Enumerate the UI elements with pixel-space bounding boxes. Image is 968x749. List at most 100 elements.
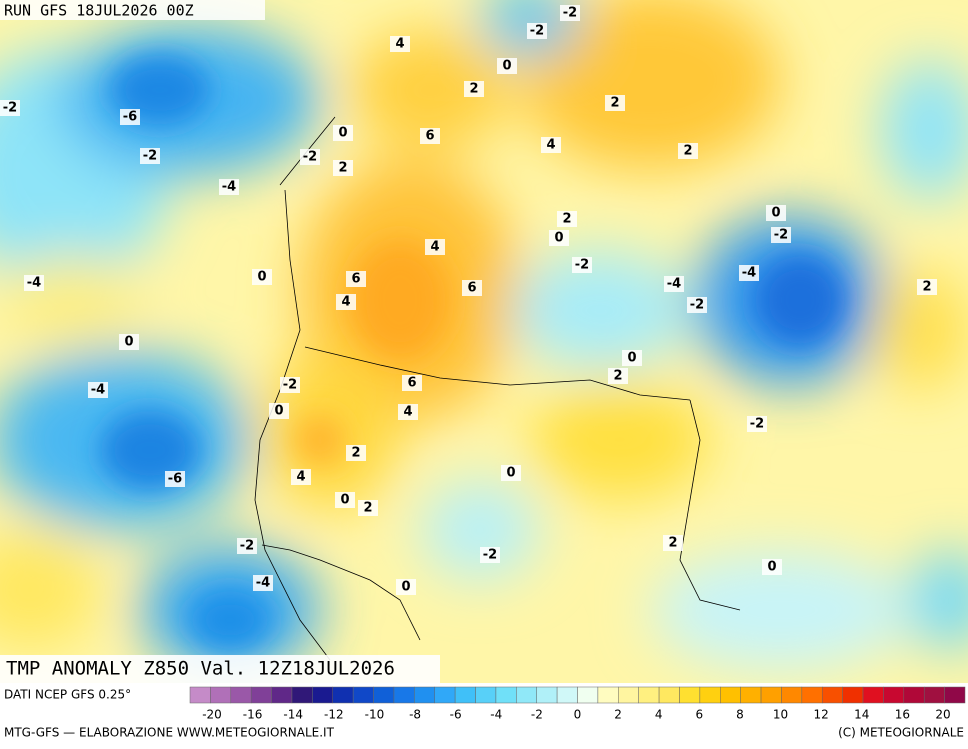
- label-bg: [88, 382, 108, 398]
- colorbar-swatch: [373, 686, 395, 704]
- colorbar-swatch: [291, 686, 313, 704]
- label-bg: [291, 469, 311, 485]
- colorbar-swatch: [189, 686, 211, 704]
- label-bg: [402, 375, 422, 391]
- label-bg: [462, 280, 482, 296]
- contour-label: -4: [91, 383, 105, 398]
- colorbar-swatch: [740, 686, 762, 704]
- label-bg: [237, 538, 257, 554]
- label-bg: [497, 58, 517, 74]
- colorbar-label: 10: [773, 708, 788, 722]
- copyright: (C) METEOGIORNALE: [838, 726, 964, 740]
- contour-label: 2: [610, 96, 619, 111]
- label-bg: [165, 471, 185, 487]
- colorbar-swatch: [475, 686, 497, 704]
- label-bg: [541, 137, 561, 153]
- contour-label: 4: [546, 138, 555, 153]
- colorbar: -20 -16 -14 -12 -10 -8 -6 -4 -2 0 2 4 6 8 10 12 14 16 20: [189, 686, 966, 722]
- colorbar-swatch: [495, 686, 517, 704]
- contour-label: 4: [430, 240, 439, 255]
- label-bg: [119, 334, 139, 350]
- label-bg: [464, 81, 484, 97]
- colorbar-swatch: [434, 686, 456, 704]
- label-bg: [390, 36, 410, 52]
- contour-label: 4: [296, 470, 305, 485]
- colorbar-swatch: [414, 686, 435, 704]
- colorbar-swatch: [821, 686, 843, 704]
- contour-label: 2: [351, 446, 360, 461]
- contour-label: -2: [563, 6, 577, 21]
- contour-label: 0: [767, 560, 776, 575]
- label-bg: [269, 403, 289, 419]
- colorbar-label: 12: [814, 708, 829, 722]
- label-bg: [572, 257, 592, 273]
- label-bg: [333, 160, 353, 176]
- label-bg: [120, 109, 140, 125]
- contour-label: 0: [401, 580, 410, 595]
- label-bg: [739, 265, 759, 281]
- contour-label: -2: [530, 24, 544, 39]
- label-bg: [557, 211, 577, 227]
- colorbar-swatch: [577, 686, 599, 704]
- contour-label: 2: [613, 369, 622, 384]
- label-bg: [219, 179, 239, 195]
- anomaly-field: [0, 0, 968, 683]
- colorbar-swatch: [230, 686, 252, 704]
- contour-label: -6: [123, 110, 137, 125]
- contour-label: 6: [351, 272, 360, 287]
- label-bg: [501, 465, 521, 481]
- label-bg: [333, 125, 353, 141]
- colorbar-swatch: [250, 686, 272, 704]
- contour-label: -4: [27, 276, 41, 291]
- label-bg: [346, 445, 366, 461]
- credit: MTG-GFS — ELABORAZIONE WWW.METEOGIORNALE…: [4, 726, 335, 740]
- colorbar-swatch: [618, 686, 639, 704]
- contour-label: 0: [340, 493, 349, 508]
- contour-label: 0: [124, 335, 133, 350]
- contour-label: -2: [3, 101, 17, 116]
- contour-label: 6: [425, 129, 434, 144]
- colorbar-swatch: [781, 686, 803, 704]
- colorbar-label: 4: [655, 708, 663, 722]
- contour-label: 4: [395, 37, 404, 52]
- label-bg: [252, 269, 272, 285]
- contour-label: 0: [338, 126, 347, 141]
- label-bg: [771, 227, 791, 243]
- colorbar-swatch: [454, 686, 476, 704]
- contour-label: -4: [667, 277, 681, 292]
- colorbar-swatch: [312, 686, 334, 704]
- source: DATI NCEP GFS 0.25°: [4, 688, 131, 702]
- colorbar-label: -4: [490, 708, 502, 722]
- colorbar-swatch: [556, 686, 578, 704]
- label-bg: [664, 276, 684, 292]
- contour-label: 6: [407, 376, 416, 391]
- label-bg: [747, 416, 767, 432]
- colorbar-swatch: [903, 686, 925, 704]
- map-title: TMP ANOMALY Z850 Val. 12Z18JUL2026: [6, 658, 395, 680]
- colorbar-swatch: [720, 686, 741, 704]
- colorbar-swatch: [210, 686, 232, 704]
- run-header: RUN GFS 18JUL2026 00Z: [4, 2, 194, 20]
- contour-label: -2: [483, 548, 497, 563]
- contour-label: 0: [554, 231, 563, 246]
- label-bg: [425, 239, 445, 255]
- colorbar-label: -14: [283, 708, 303, 722]
- colorbar-swatch: [679, 686, 701, 704]
- contour-label: -4: [742, 266, 756, 281]
- colorbar-label: -8: [409, 708, 421, 722]
- label-bg: [140, 148, 160, 164]
- label-bg: [420, 128, 440, 144]
- contour-label: -4: [256, 576, 270, 591]
- contour-label: 6: [467, 281, 476, 296]
- contour-label: 0: [257, 270, 266, 285]
- colorbar-swatch: [760, 686, 782, 704]
- label-bg: [253, 575, 273, 591]
- contour-label: 4: [403, 405, 412, 420]
- colorbar-label: 20: [935, 708, 950, 722]
- colorbar-swatch: [699, 686, 721, 704]
- colorbar-label: -12: [324, 708, 344, 722]
- label-bg: [917, 279, 937, 295]
- label-bg: [358, 500, 378, 516]
- label-bg: [663, 535, 683, 551]
